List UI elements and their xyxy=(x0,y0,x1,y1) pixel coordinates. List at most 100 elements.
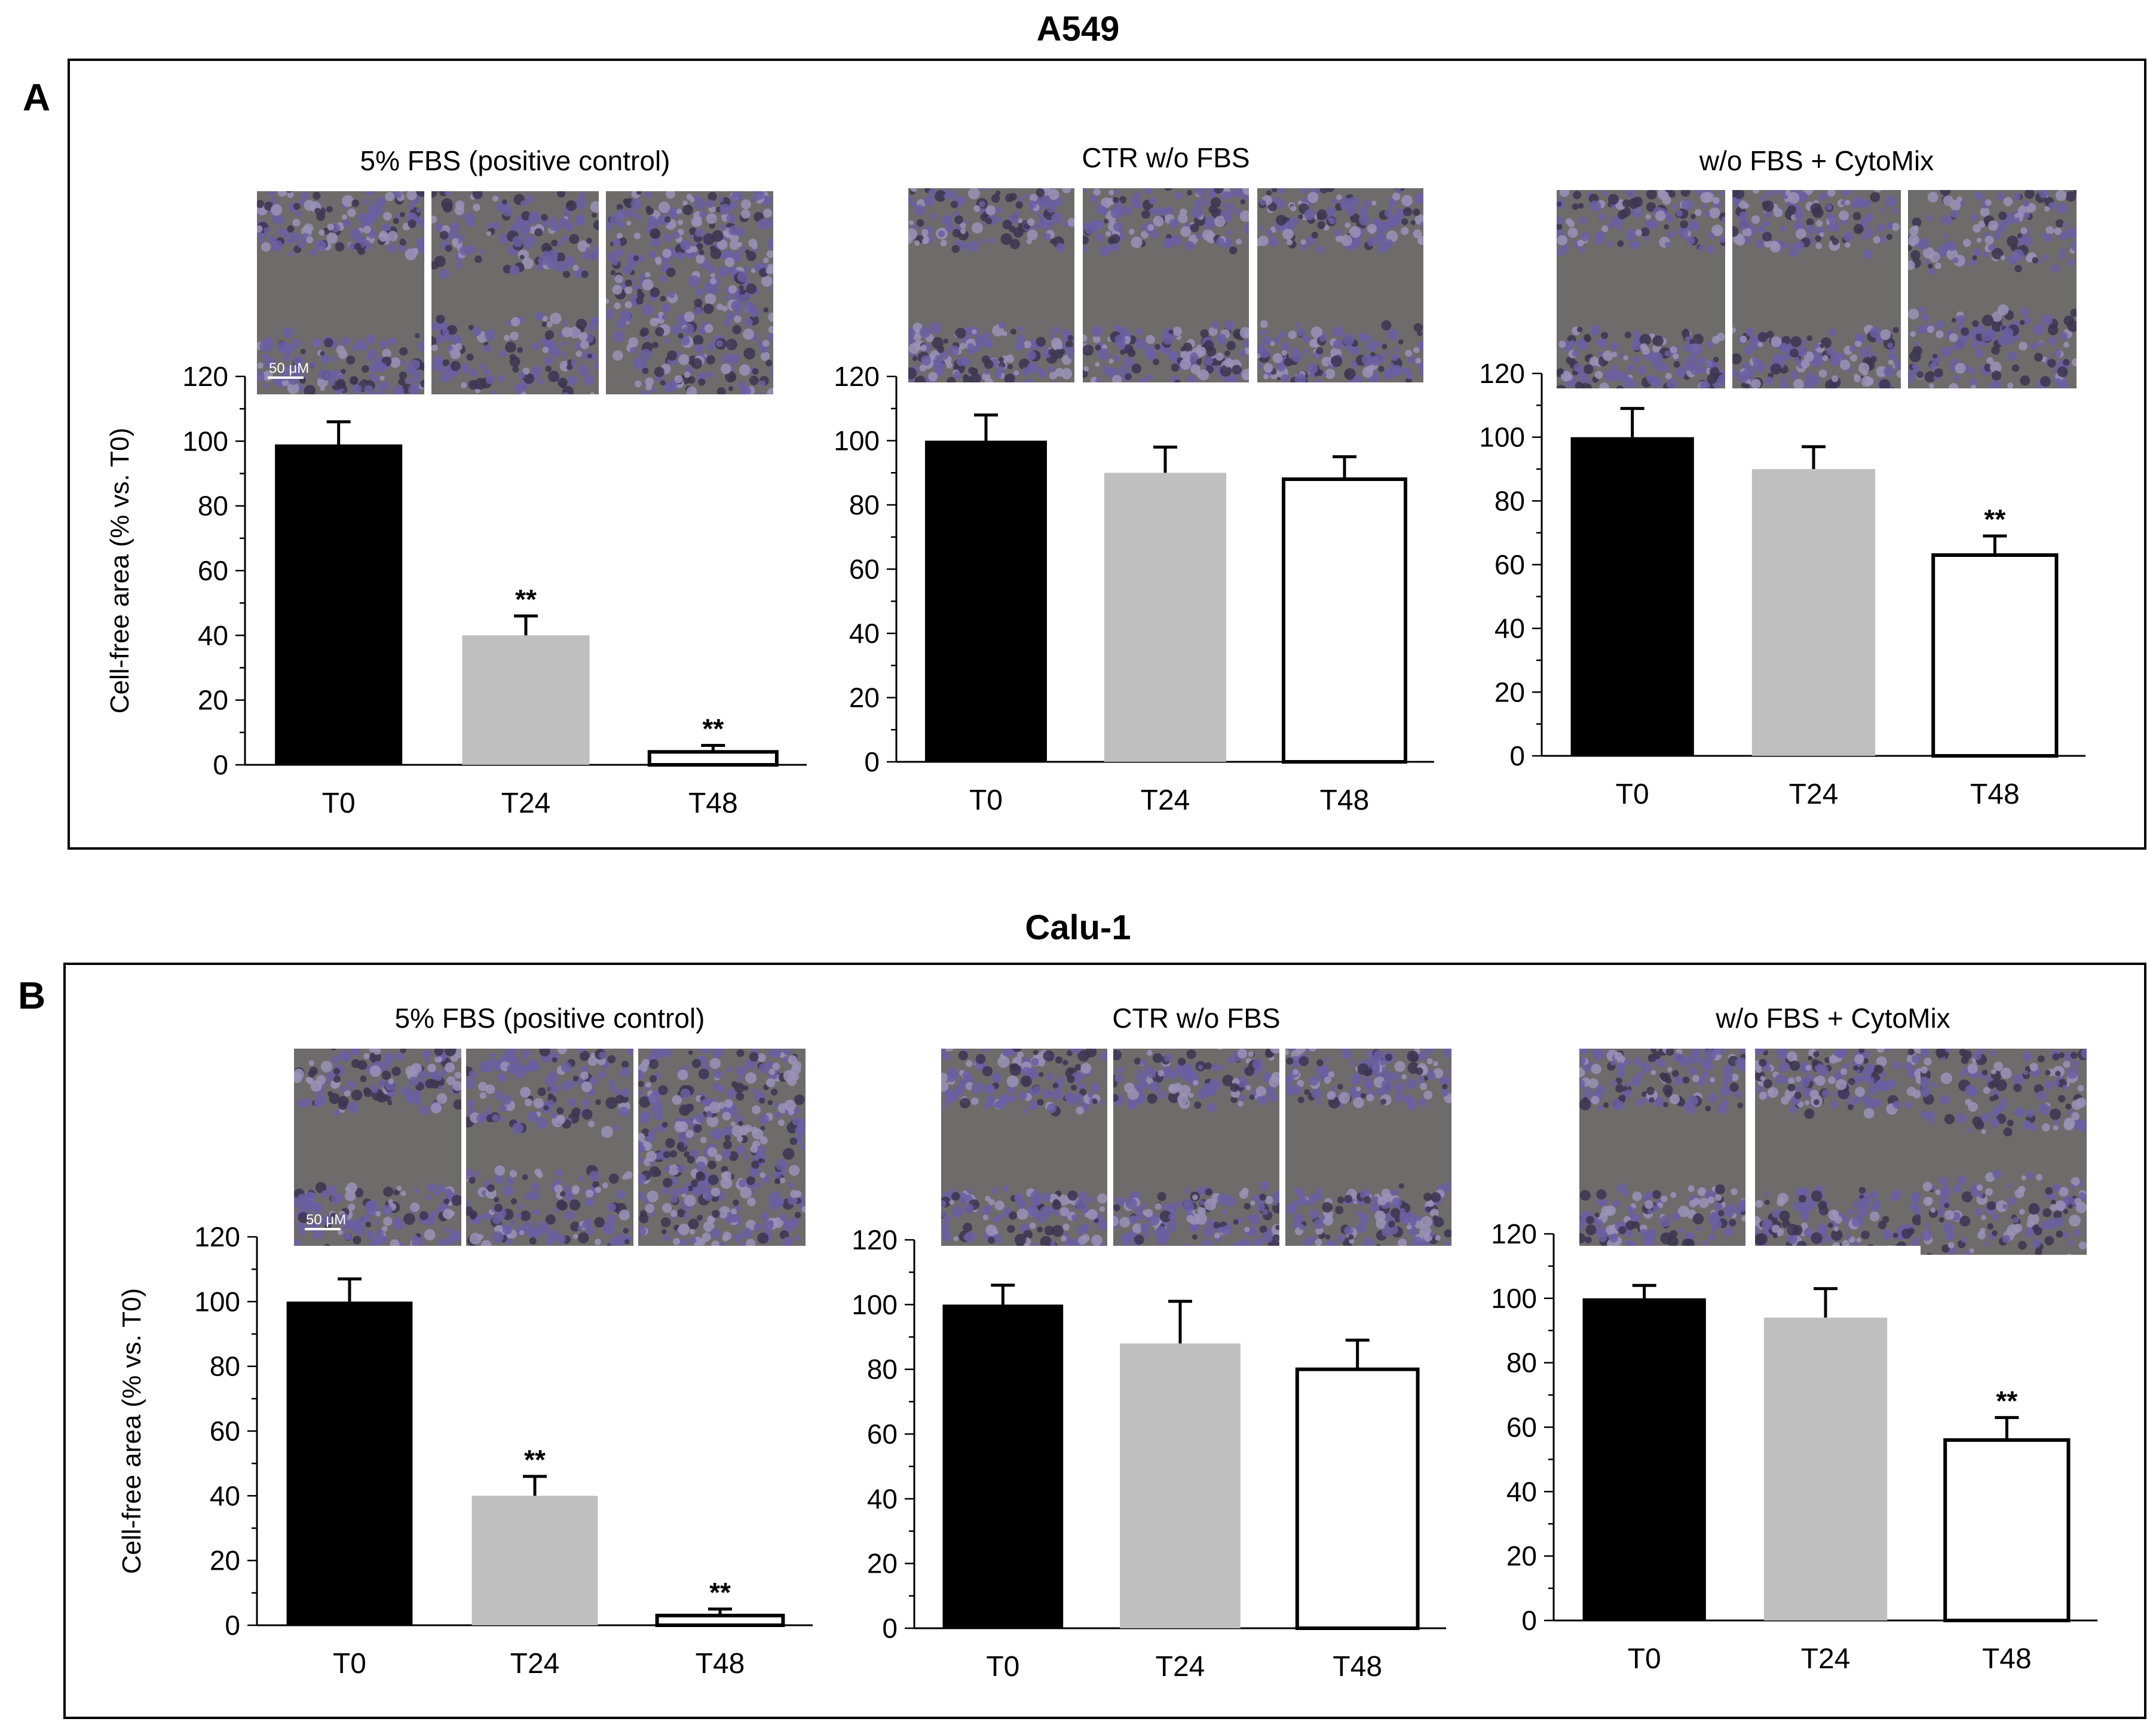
cell xyxy=(590,251,599,261)
cell xyxy=(1147,1093,1157,1104)
cell xyxy=(1435,1235,1441,1241)
cell xyxy=(685,1129,694,1138)
cell xyxy=(598,1070,607,1079)
cell xyxy=(1597,351,1603,357)
cell xyxy=(633,255,639,261)
cell xyxy=(320,386,325,391)
cell xyxy=(1217,1049,1223,1050)
cell xyxy=(1290,205,1297,212)
cell xyxy=(1860,1076,1866,1082)
cell xyxy=(1082,1223,1090,1231)
cell xyxy=(326,1071,335,1080)
cell xyxy=(968,240,979,252)
cell xyxy=(1048,1206,1055,1213)
cell xyxy=(1172,326,1183,336)
cell xyxy=(1277,363,1286,372)
cell xyxy=(304,385,316,394)
cell xyxy=(1124,344,1134,354)
cell xyxy=(460,363,471,373)
condition-label: w/o FBS + CytoMix xyxy=(1699,145,1934,176)
cell xyxy=(1024,341,1031,348)
cell xyxy=(1854,1054,1864,1064)
cell xyxy=(297,1222,307,1232)
cell xyxy=(293,355,304,366)
cell xyxy=(294,1220,298,1226)
panel-letter: A xyxy=(23,76,50,119)
cell xyxy=(1811,1232,1823,1244)
cell xyxy=(1664,350,1671,357)
cell xyxy=(618,1107,629,1117)
cell xyxy=(722,1111,731,1121)
cell xyxy=(729,240,740,250)
cell xyxy=(1220,364,1232,377)
condition-1: 5% FBS (positive control)50 μM0204060801… xyxy=(117,1003,813,1680)
cell xyxy=(1169,351,1179,360)
cell xyxy=(485,375,495,384)
cell xyxy=(1180,226,1192,237)
cell xyxy=(645,1082,651,1088)
cell xyxy=(1801,339,1807,345)
cell xyxy=(1373,1050,1383,1060)
cell xyxy=(2059,252,2066,260)
cell xyxy=(1741,1215,1745,1222)
cell xyxy=(1344,368,1356,380)
cell xyxy=(451,1194,461,1206)
cell xyxy=(975,335,986,346)
cell xyxy=(719,1242,725,1246)
cell xyxy=(1732,369,1738,377)
cell xyxy=(1579,1079,1585,1090)
cell xyxy=(716,1086,723,1092)
cell xyxy=(1853,1065,1858,1071)
y-tick-label: 60 xyxy=(867,1419,898,1450)
cell xyxy=(1226,341,1236,351)
cell xyxy=(790,1190,798,1198)
cell xyxy=(305,1191,316,1202)
cell xyxy=(440,371,451,383)
cell xyxy=(1129,229,1135,235)
cell xyxy=(674,375,683,384)
cell xyxy=(1136,1071,1147,1083)
cell xyxy=(1631,207,1643,218)
cell xyxy=(1732,327,1737,333)
cell xyxy=(1892,327,1899,333)
cell xyxy=(1382,344,1388,350)
cell xyxy=(533,183,539,189)
cell xyxy=(621,1061,629,1068)
cell xyxy=(1827,190,1836,197)
cell xyxy=(1230,1083,1239,1092)
cell xyxy=(1249,1094,1255,1100)
cell xyxy=(519,255,525,260)
cell xyxy=(664,1166,670,1172)
cell xyxy=(991,194,1000,203)
cell xyxy=(1910,1192,1921,1203)
cell xyxy=(1067,1075,1075,1083)
cell xyxy=(2032,323,2045,336)
cell xyxy=(1929,383,1934,388)
cell xyxy=(1870,356,1877,363)
cell xyxy=(1832,1210,1839,1217)
cell xyxy=(330,357,337,363)
cell xyxy=(689,1236,697,1244)
cell xyxy=(698,1068,709,1080)
cell xyxy=(706,1115,719,1128)
cell xyxy=(688,1218,699,1230)
cell xyxy=(1156,1090,1166,1099)
cell xyxy=(2020,232,2028,240)
cell xyxy=(1783,354,1791,361)
cell xyxy=(1735,235,1745,246)
cell xyxy=(1438,1079,1444,1084)
cell xyxy=(1419,342,1423,348)
cell xyxy=(1112,375,1122,382)
cell xyxy=(1426,1058,1433,1065)
cell xyxy=(1413,347,1420,353)
cell xyxy=(1114,1074,1124,1083)
cell xyxy=(2042,254,2049,261)
cell xyxy=(1749,338,1761,350)
cell xyxy=(485,1107,491,1112)
cell xyxy=(1209,1078,1220,1089)
cell xyxy=(695,228,704,237)
cell xyxy=(585,247,590,252)
cell xyxy=(1162,237,1174,249)
cell xyxy=(1006,354,1014,363)
cell xyxy=(914,204,925,216)
